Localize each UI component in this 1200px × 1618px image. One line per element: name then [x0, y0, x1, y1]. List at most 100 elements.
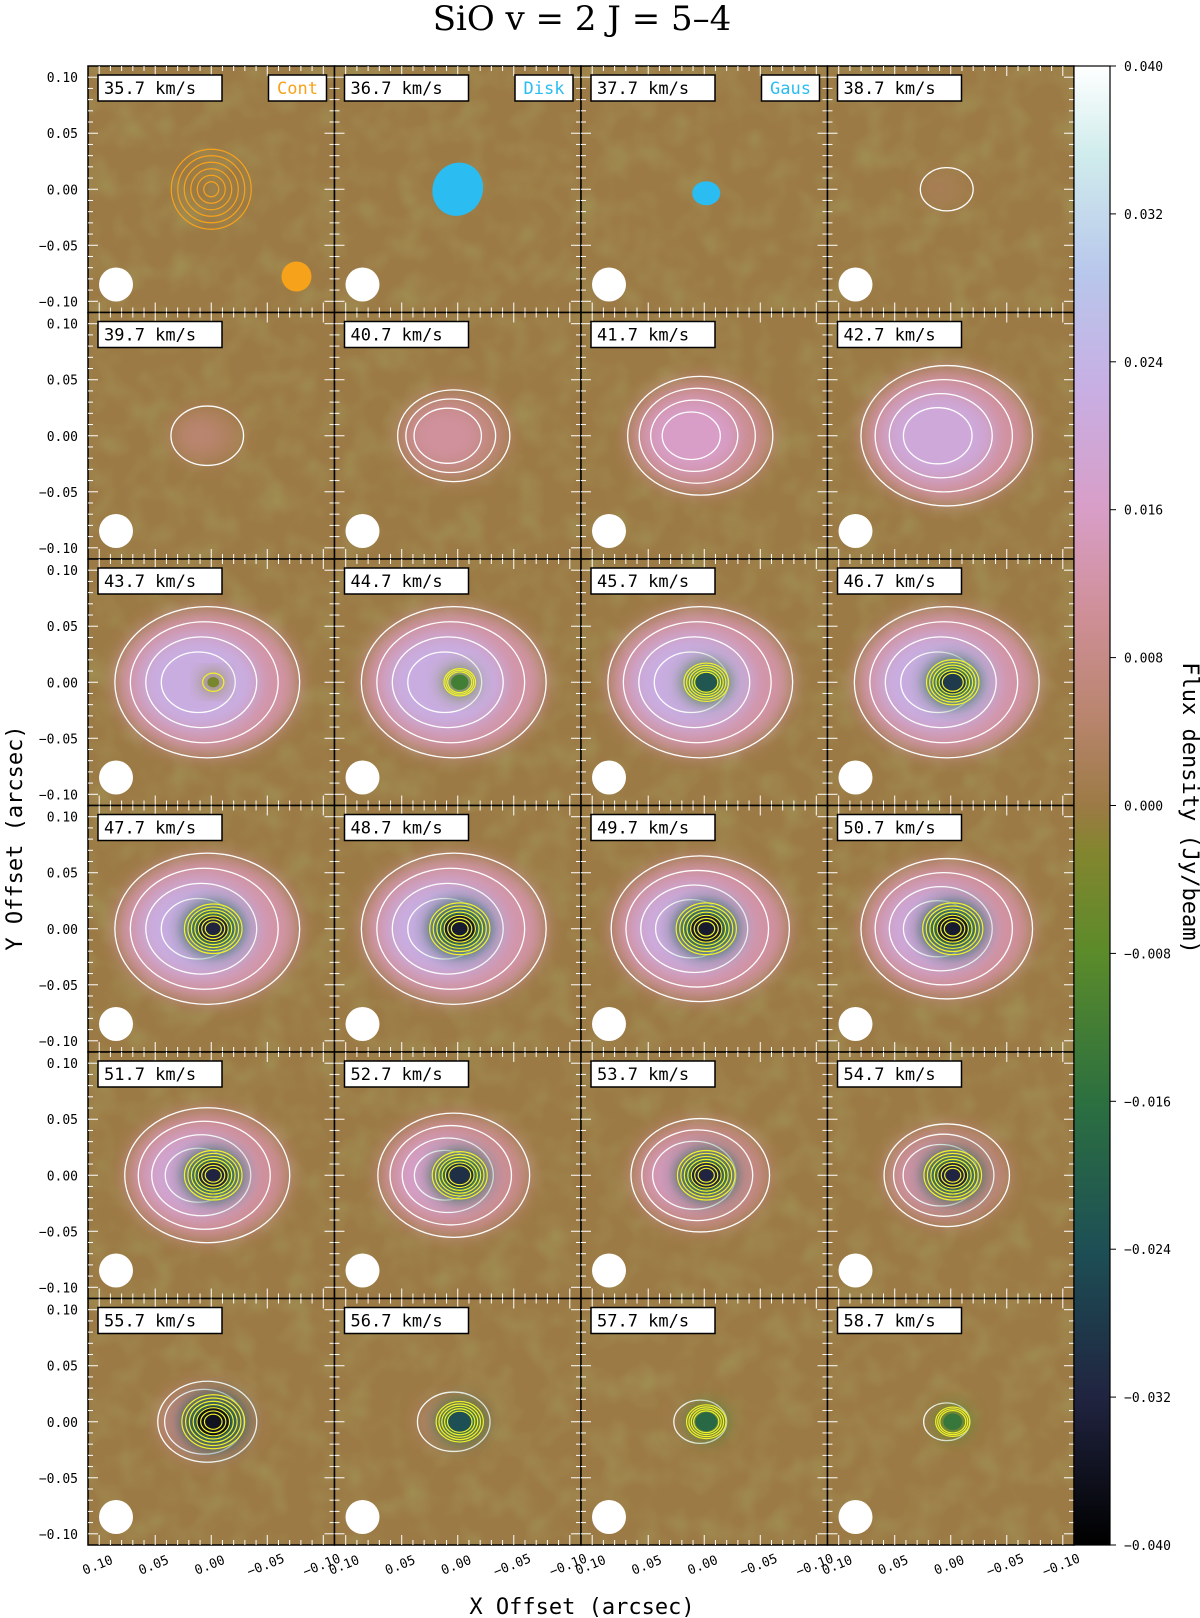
channel-panel: 44.7 km/s — [333, 558, 582, 807]
absorption-contour — [201, 918, 226, 940]
emission-contour — [160, 651, 236, 714]
absorption-contour — [200, 1410, 227, 1434]
y-tick-label: −0.05 — [39, 1472, 78, 1487]
beam-ellipse — [838, 1007, 873, 1041]
absorption-contour — [438, 1156, 482, 1194]
channel-panel: 50.7 km/s — [826, 804, 1075, 1053]
y-tick-labels: 0.10 0.05 0.00 −0.05 −0.10 0.10 0.05 0.00 −0.05 −… — [39, 71, 78, 1543]
emission-contour — [902, 407, 973, 465]
panel-grid: 35.7 km/s Cont 36.7 km/s Disk 37.7 km/s Gaus 3… — [87, 65, 1075, 1546]
absorption-contour — [194, 912, 233, 946]
velocity-label: 47.7 km/s — [104, 819, 196, 839]
model-label-box — [267, 74, 328, 102]
velocity-label-box — [836, 74, 963, 102]
x-tick-label: −0.10 — [1041, 1551, 1083, 1580]
absorption-contour — [447, 671, 473, 694]
absorption-contour — [683, 1155, 729, 1195]
beam-ellipse — [838, 1500, 873, 1534]
colorbar-tick-label: −0.032 — [1124, 1391, 1171, 1406]
channel-panel: 55.7 km/s — [87, 1297, 336, 1546]
beam-ellipse — [838, 267, 873, 302]
x-tick-label: 0.00 — [686, 1553, 721, 1579]
emission-contour — [641, 1129, 754, 1222]
absorption-contour — [445, 669, 475, 695]
model-label-box — [514, 74, 574, 102]
absorption-contour — [436, 908, 484, 950]
absorption-contour — [680, 1152, 733, 1198]
y-tick-label: 0.10 — [47, 1057, 78, 1072]
velocity-label-box — [836, 813, 963, 842]
emission-contour — [145, 636, 258, 729]
channel-panel: 40.7 km/s — [333, 311, 582, 560]
continuum-contour — [183, 161, 239, 217]
velocity-label: 49.7 km/s — [597, 819, 689, 839]
absorption-contour — [693, 917, 719, 940]
y-tick-label: 0.10 — [47, 318, 78, 333]
channel-panel: 48.7 km/s — [333, 804, 582, 1053]
channel-panel: 37.7 km/s Gaus — [580, 65, 829, 314]
emission-contour — [360, 606, 547, 759]
gaussian-model — [692, 181, 721, 206]
absorption-contour — [690, 1408, 722, 1436]
absorption-contour — [693, 1410, 720, 1434]
channel-panel: 49.7 km/s — [580, 804, 829, 1053]
absorption-contour — [926, 1152, 979, 1198]
emission-contour — [884, 636, 997, 729]
velocity-label-box — [590, 74, 716, 102]
emission-contour — [376, 621, 526, 744]
channel-panel: 38.7 km/s — [826, 65, 1075, 314]
y-axis-label: Y Offset (arcsec) — [3, 725, 28, 950]
absorption-contour — [443, 668, 477, 697]
y-tick-label: −0.05 — [39, 239, 78, 254]
y-tick-label: 0.10 — [47, 811, 78, 826]
emission-contour — [124, 1107, 291, 1244]
emission-contour — [638, 636, 751, 729]
absorption-contour — [939, 1409, 967, 1434]
channel-panel: 43.7 km/s — [87, 558, 336, 807]
beam-ellipse — [345, 760, 380, 795]
absorption-contour — [936, 914, 970, 943]
absorption-contour — [447, 917, 473, 940]
velocity-label-box — [97, 320, 223, 349]
y-tick-label: 0.05 — [47, 1360, 78, 1375]
absorption-contour — [439, 911, 480, 946]
velocity-label: 37.7 km/s — [597, 79, 689, 99]
emission-contour — [407, 651, 483, 714]
absorption-contour — [183, 1149, 243, 1201]
absorption-contour — [691, 669, 722, 696]
y-tick-label: −0.10 — [39, 1035, 78, 1050]
emission-contour — [376, 867, 526, 990]
absorption-contour — [682, 908, 730, 950]
x-tick-label: 0.05 — [876, 1553, 911, 1579]
absorption-contour — [694, 671, 719, 693]
velocity-label: 50.7 km/s — [844, 819, 936, 839]
colorbar: 0.040 0.032 0.024 0.016 0.008 0.000 −0.008 −0.0… — [1073, 60, 1171, 1554]
beam-ellipse — [345, 1500, 380, 1534]
beam-ellipse — [592, 760, 626, 795]
continuum-beam — [281, 261, 312, 292]
y-tick-label: 0.05 — [47, 1113, 78, 1128]
y-tick-label: 0.00 — [47, 1169, 78, 1184]
absorption-contour — [679, 905, 734, 953]
absorption-contour — [694, 1164, 719, 1186]
beam-ellipse — [99, 267, 133, 302]
velocity-label: 52.7 km/s — [351, 1065, 443, 1085]
absorption-contour — [432, 905, 487, 953]
absorption-contour — [940, 917, 966, 940]
absorption-contour — [675, 902, 737, 956]
absorption-contour — [448, 1165, 472, 1186]
x-tick-label: −0.05 — [738, 1551, 780, 1580]
velocity-label-box — [836, 1306, 963, 1335]
absorption-contour — [925, 905, 980, 953]
absorption-contour — [181, 1394, 246, 1450]
y-tick-label: 0.00 — [47, 430, 78, 445]
y-tick-label: 0.00 — [47, 183, 78, 198]
y-tick-label: 0.10 — [47, 564, 78, 579]
emission-contour — [114, 852, 301, 1006]
emission-contour — [360, 852, 547, 1006]
beam-ellipse — [838, 514, 873, 548]
absorption-contour — [204, 921, 222, 937]
emission-contour — [114, 606, 301, 759]
emission-contour — [860, 364, 1034, 507]
